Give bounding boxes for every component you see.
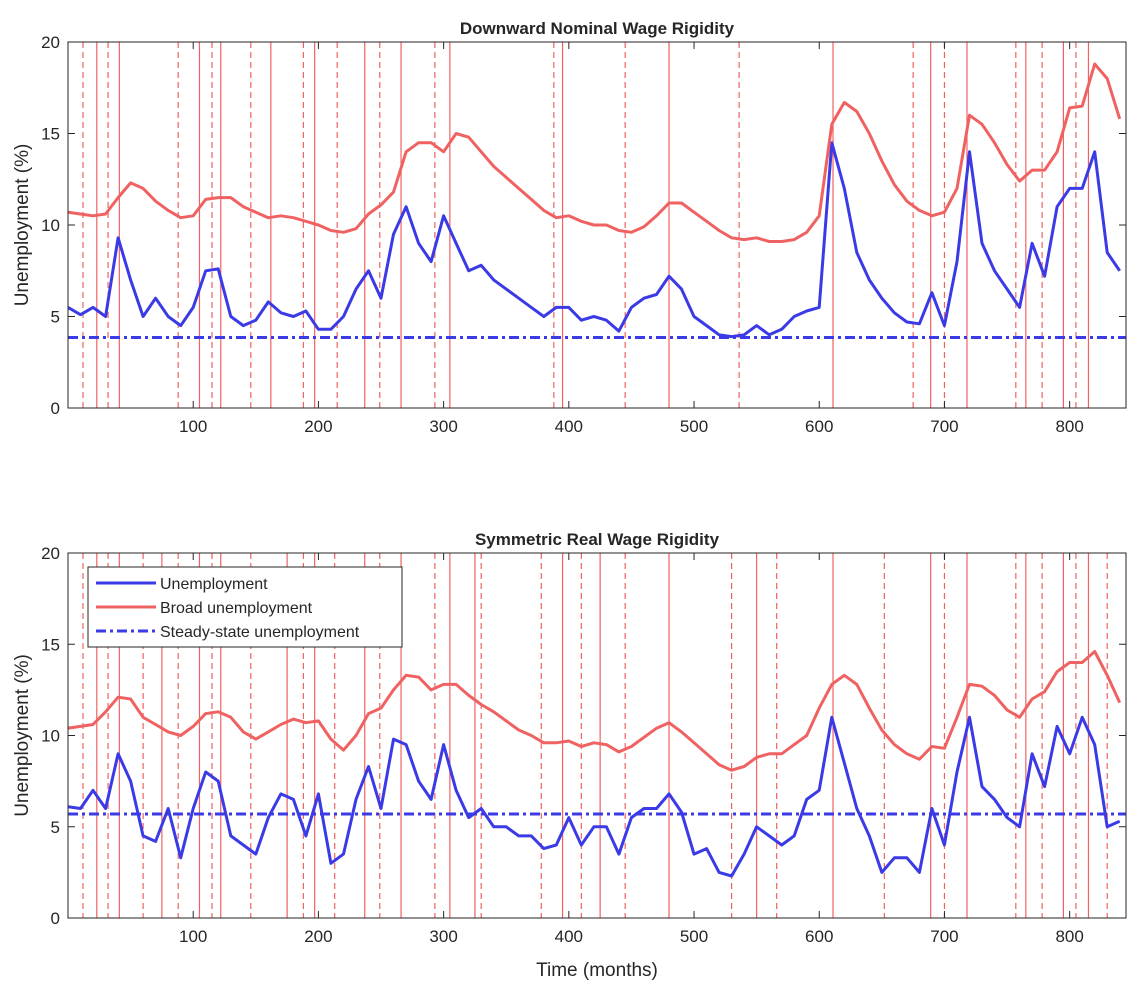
y-axis-label: Unemployment (%) (12, 144, 33, 307)
y-tick-label: 10 (41, 727, 60, 746)
chart-title: Symmetric Real Wage Rigidity (475, 530, 720, 549)
x-tick-label: 300 (429, 927, 457, 946)
y-tick-label: 15 (41, 635, 60, 654)
legend-label: Broad unemployment (160, 600, 313, 617)
x-tick-label: 700 (930, 417, 958, 436)
x-tick-label: 700 (930, 927, 958, 946)
x-tick-label: 100 (179, 417, 207, 436)
y-tick-label: 20 (41, 33, 60, 52)
y-tick-label: 5 (51, 308, 60, 327)
y-tick-label: 0 (51, 909, 60, 928)
y-tick-label: 5 (51, 818, 60, 837)
y-tick-label: 15 (41, 125, 60, 144)
x-tick-label: 500 (680, 927, 708, 946)
series-line (68, 62, 1122, 243)
x-tick-label: 400 (555, 927, 583, 946)
x-tick-label: 600 (805, 927, 833, 946)
series-line (68, 650, 1122, 772)
legend-label: Steady-state unemployment (160, 624, 360, 641)
y-axis-label: Unemployment (%) (12, 654, 33, 817)
x-tick-label: 600 (805, 417, 833, 436)
y-tick-label: 10 (41, 216, 60, 235)
chart-title: Downward Nominal Wage Rigidity (460, 19, 735, 38)
y-tick-label: 20 (41, 544, 60, 563)
x-tick-label: 300 (429, 417, 457, 436)
x-tick-label: 100 (179, 927, 207, 946)
x-tick-label: 200 (304, 927, 332, 946)
x-tick-label: 200 (304, 417, 332, 436)
y-tick-label: 0 (51, 399, 60, 418)
series-line (68, 141, 1121, 339)
series-line (68, 715, 1121, 878)
plot-area (68, 42, 1126, 408)
x-tick-label: 400 (555, 417, 583, 436)
x-tick-label: 800 (1055, 927, 1083, 946)
x-tick-label: 800 (1055, 417, 1083, 436)
legend-label: Unemployment (160, 576, 268, 593)
x-tick-label: 500 (680, 417, 708, 436)
x-axis-label: Time (months) (536, 960, 658, 981)
